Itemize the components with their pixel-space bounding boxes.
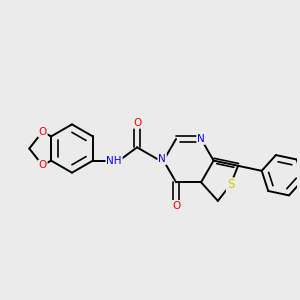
Text: N: N bbox=[158, 154, 166, 164]
Text: O: O bbox=[38, 127, 47, 136]
Text: S: S bbox=[227, 178, 234, 191]
Text: O: O bbox=[133, 118, 141, 128]
Text: NH: NH bbox=[106, 156, 122, 166]
Text: O: O bbox=[172, 201, 180, 211]
Text: N: N bbox=[197, 134, 205, 144]
Text: O: O bbox=[38, 160, 47, 170]
